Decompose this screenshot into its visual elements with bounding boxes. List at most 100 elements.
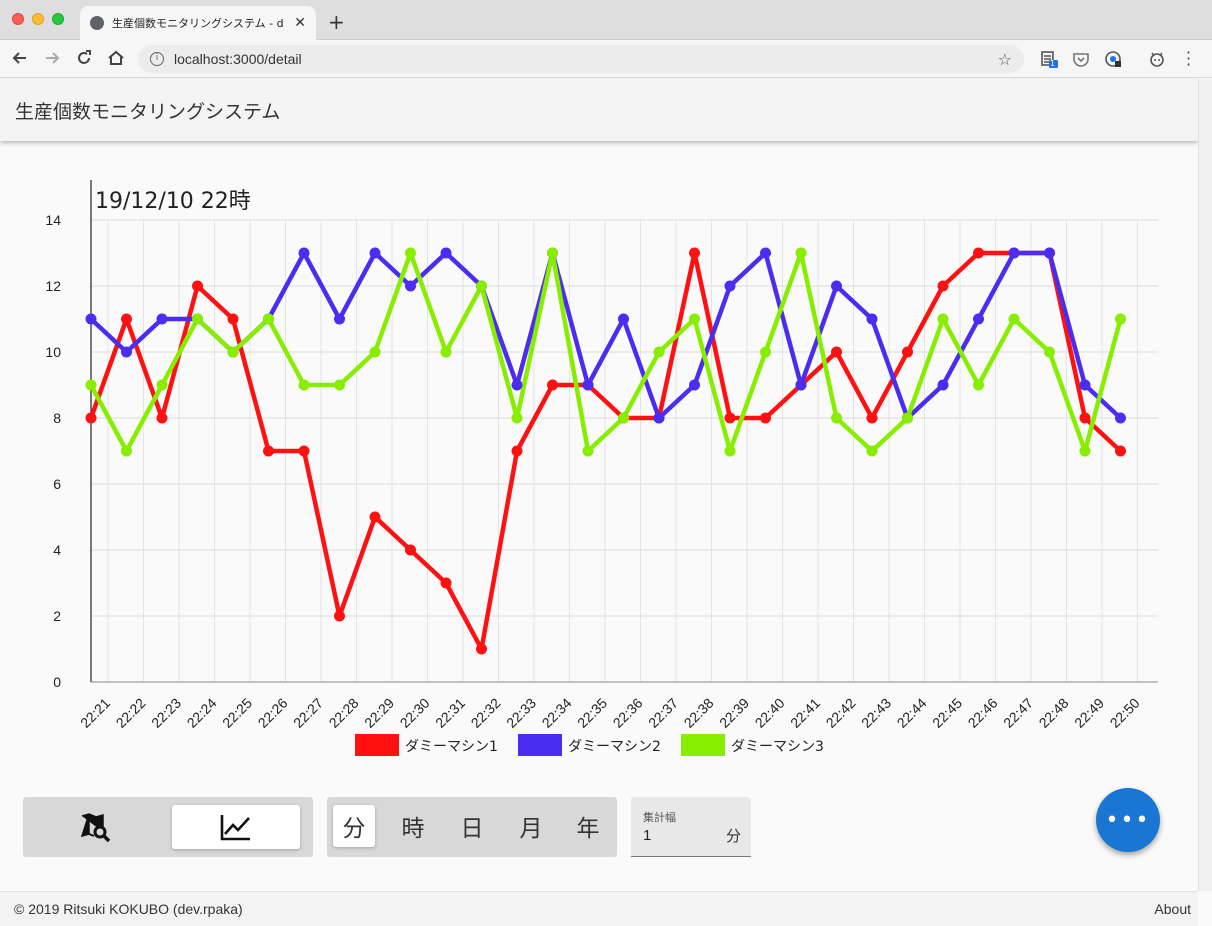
series-2-point[interactable] xyxy=(85,313,97,325)
series-1-point[interactable] xyxy=(1079,412,1091,424)
window-zoom-button[interactable] xyxy=(52,13,64,25)
series-3-point[interactable] xyxy=(973,379,984,391)
legend-swatch-2[interactable] xyxy=(518,734,562,756)
chart-view-button[interactable] xyxy=(172,805,300,849)
series-1-point[interactable] xyxy=(866,412,878,424)
series-3-point[interactable] xyxy=(192,313,203,325)
aggregation-value[interactable]: 1 xyxy=(643,827,652,844)
series-1-point[interactable] xyxy=(85,412,97,424)
series-1-point[interactable] xyxy=(440,577,452,589)
series-3-point[interactable] xyxy=(1115,313,1126,325)
legend-swatch-1[interactable] xyxy=(355,734,399,756)
series-1-point[interactable] xyxy=(227,313,239,325)
series-3-point[interactable] xyxy=(476,280,487,292)
series-2-point[interactable] xyxy=(582,379,594,391)
back-icon[interactable] xyxy=(10,48,30,68)
series-1-point[interactable] xyxy=(937,280,949,292)
footer-about-link[interactable]: About xyxy=(1154,901,1191,917)
series-2-point[interactable] xyxy=(724,280,736,292)
series-2-point[interactable] xyxy=(618,313,629,325)
series-3-point[interactable] xyxy=(1044,346,1055,358)
series-3-point[interactable] xyxy=(334,379,345,391)
legend-label-2[interactable]: ダミーマシン2 xyxy=(568,739,661,755)
series-3-point[interactable] xyxy=(405,247,416,259)
series-2-point[interactable] xyxy=(511,379,523,391)
series-1-point[interactable] xyxy=(263,445,274,457)
address-bar[interactable]: i localhost:3000/detail ☆ xyxy=(138,45,1024,73)
series-1-point[interactable] xyxy=(689,247,700,259)
map-view-button[interactable] xyxy=(33,805,157,849)
series-3-point[interactable] xyxy=(121,445,132,457)
series-3-point[interactable] xyxy=(866,445,878,457)
series-2-point[interactable] xyxy=(653,412,665,424)
more-actions-fab[interactable]: ••• xyxy=(1096,788,1160,852)
browser-menu-icon[interactable]: · · · xyxy=(1186,43,1192,74)
series-1-point[interactable] xyxy=(156,412,168,424)
aggregation-width-field[interactable]: 集計幅 1 分 xyxy=(631,797,751,857)
site-info-icon[interactable]: i xyxy=(150,52,164,66)
series-3-point[interactable] xyxy=(511,412,523,424)
reload-icon[interactable] xyxy=(74,48,94,68)
home-icon[interactable] xyxy=(106,48,126,68)
series-3-point[interactable] xyxy=(760,346,771,358)
new-tab-button[interactable]: + xyxy=(328,10,345,34)
series-3-point[interactable] xyxy=(653,346,665,358)
window-close-button[interactable] xyxy=(12,13,24,25)
series-3-point[interactable] xyxy=(227,346,239,358)
series-1-point[interactable] xyxy=(405,544,416,556)
unit-minute-button[interactable]: 分 xyxy=(333,805,375,847)
series-3-point[interactable] xyxy=(156,379,168,391)
series-3-point[interactable] xyxy=(618,412,629,424)
series-2-point[interactable] xyxy=(440,247,452,259)
series-2-point[interactable] xyxy=(1079,379,1091,391)
series-2-point[interactable] xyxy=(334,313,345,325)
series-2-point[interactable] xyxy=(1115,412,1126,424)
url-text[interactable]: localhost:3000/detail xyxy=(174,51,302,67)
reader-extension-icon[interactable] xyxy=(1040,50,1058,68)
series-1-point[interactable] xyxy=(831,346,842,358)
series-2-point[interactable] xyxy=(298,247,310,259)
forward-icon[interactable] xyxy=(42,48,62,68)
series-1-point[interactable] xyxy=(724,412,736,424)
series-3-point[interactable] xyxy=(937,313,949,325)
series-3-point[interactable] xyxy=(724,445,736,457)
series-3-point[interactable] xyxy=(902,412,913,424)
series-3-point[interactable] xyxy=(547,247,558,259)
series-3-point[interactable] xyxy=(85,379,97,391)
legend-label-1[interactable]: ダミーマシン1 xyxy=(405,739,498,755)
series-1-point[interactable] xyxy=(298,445,310,457)
legend-label-3[interactable]: ダミーマシン3 xyxy=(731,739,824,755)
unit-month-button[interactable]: 月 xyxy=(519,816,543,842)
series-1-point[interactable] xyxy=(547,379,558,391)
browser-tab[interactable]: 生産個数モニタリングシステム - d ✕ xyxy=(80,6,316,40)
series-2-point[interactable] xyxy=(1044,247,1055,259)
series-2-point[interactable] xyxy=(369,247,381,259)
series-3-point[interactable] xyxy=(582,445,594,457)
tab-close-icon[interactable]: ✕ xyxy=(294,15,306,31)
series-2-point[interactable] xyxy=(973,313,984,325)
bookmark-star-icon[interactable]: ☆ xyxy=(997,49,1012,69)
series-1-point[interactable] xyxy=(973,247,984,259)
series-3-point[interactable] xyxy=(440,346,452,358)
series-1-point[interactable] xyxy=(369,511,381,523)
series-1-point[interactable] xyxy=(121,313,132,325)
series-3-point[interactable] xyxy=(1079,445,1091,457)
window-minimize-button[interactable] xyxy=(32,13,44,25)
series-2-point[interactable] xyxy=(795,379,807,391)
series-2-point[interactable] xyxy=(866,313,878,325)
page-scrollbar[interactable] xyxy=(1198,79,1212,891)
series-1-point[interactable] xyxy=(511,445,523,457)
series-3-point[interactable] xyxy=(795,247,807,259)
legend-swatch-3[interactable] xyxy=(681,734,725,756)
series-1-point[interactable] xyxy=(334,610,345,622)
series-2-point[interactable] xyxy=(760,247,771,259)
series-3-point[interactable] xyxy=(831,412,842,424)
profile-icon[interactable] xyxy=(1148,50,1166,68)
series-2-point[interactable] xyxy=(121,346,132,358)
series-2-point[interactable] xyxy=(831,280,842,292)
series-3-point[interactable] xyxy=(298,379,310,391)
series-3-point[interactable] xyxy=(369,346,381,358)
series-2-point[interactable] xyxy=(156,313,168,325)
series-2-point[interactable] xyxy=(405,280,416,292)
series-3-point[interactable] xyxy=(689,313,700,325)
